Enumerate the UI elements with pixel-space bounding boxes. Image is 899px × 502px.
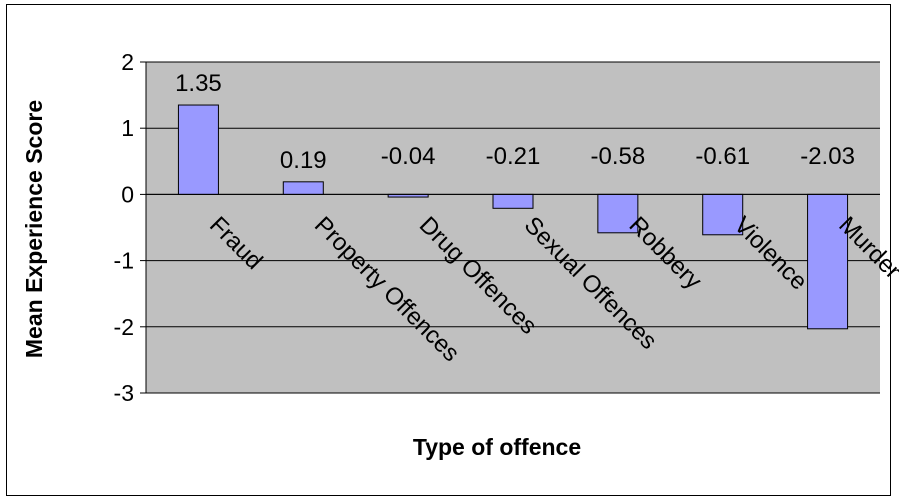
data-label: 0.19 [280,147,327,174]
y-tick-label: -1 [114,248,134,274]
data-label: -0.61 [695,143,750,170]
y-tick-labels: 2 1 0 -1 -2 -3 [114,49,146,406]
bars [177,104,849,330]
y-tick-label: 0 [121,181,134,207]
data-label: 1.35 [175,70,222,97]
x-axis-title: Type of offence [413,434,581,460]
bar [282,181,324,195]
bar [492,193,534,209]
data-label: -0.58 [591,143,646,170]
y-tick-label: -3 [114,380,134,406]
data-label: -0.21 [486,143,541,170]
data-labels: 1.35 0.19 -0.04 -0.21 -0.58 -0.61 -2.03 [175,70,855,174]
data-label: -2.03 [800,143,855,170]
y-tick-label: 2 [121,49,134,75]
y-tick-label: 1 [121,115,134,141]
data-label: -0.04 [381,143,436,170]
plot-area [146,62,880,393]
bar [807,193,849,330]
y-tick-label: -2 [114,314,134,340]
y-axis-title: Mean Experience Score [21,100,47,358]
bar [177,104,219,195]
